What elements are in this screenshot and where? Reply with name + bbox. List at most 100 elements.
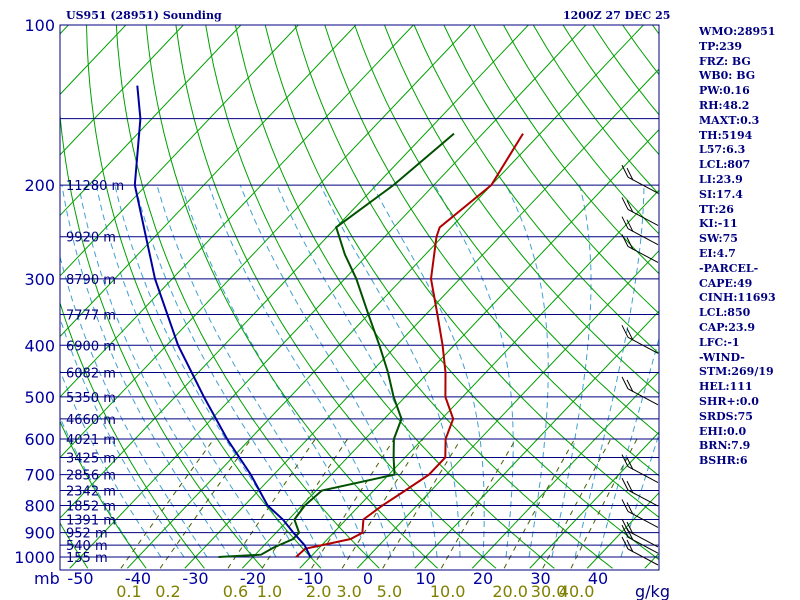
temperature-tick-label: 10 bbox=[415, 569, 435, 588]
mixing-ratio-tick-label: 10.0 bbox=[430, 582, 466, 600]
height-label: 9920 m bbox=[66, 231, 116, 246]
wind-barb-flag bbox=[626, 219, 634, 232]
wind-barb-flag bbox=[621, 216, 629, 229]
isotherm-line bbox=[529, 431, 659, 569]
mixing-ratio-tick-label: 30.0 bbox=[531, 582, 567, 600]
isotherm-line bbox=[184, 68, 659, 569]
index-item: CAP:23.9 bbox=[699, 320, 756, 334]
isotherm-line bbox=[69, 25, 587, 569]
height-label: 5350 m bbox=[66, 391, 116, 406]
dry-adiabat bbox=[780, 1, 800, 569]
temperature-tick-label: -50 bbox=[67, 569, 93, 588]
wind-barb-flag bbox=[621, 518, 629, 532]
wind-barb-flag bbox=[626, 502, 634, 515]
parcel-profile bbox=[133, 85, 312, 558]
wind-barb-flag bbox=[621, 234, 629, 247]
index-item: SI:17.4 bbox=[699, 187, 743, 201]
pressure-tick-label: 900 bbox=[24, 524, 55, 543]
wind-barb-flag bbox=[626, 237, 634, 250]
index-item: -PARCEL- bbox=[699, 261, 759, 275]
isotherm-line bbox=[60, 25, 472, 459]
temperature-tick-label: -40 bbox=[125, 569, 151, 588]
index-item: KI:-11 bbox=[699, 217, 738, 231]
wind-barb-flag bbox=[626, 379, 634, 393]
mixing-ratio-line bbox=[570, 438, 638, 569]
moist-adiabat bbox=[505, 184, 549, 558]
temperature-tick-label: 40 bbox=[588, 569, 608, 588]
wind-barbs bbox=[621, 164, 659, 566]
index-item: HEL:111 bbox=[699, 380, 753, 394]
mixing-ratio-line bbox=[311, 438, 395, 569]
index-item: WB0: BG bbox=[699, 69, 756, 83]
index-item: BRN:7.9 bbox=[699, 439, 751, 453]
isotherm-line bbox=[60, 25, 357, 338]
sounding-indices: WMO:28951 TP:239 FRZ: BG WB0: BG PW:0.16 RH:4… bbox=[699, 25, 776, 469]
index-item: PW:0.16 bbox=[699, 84, 750, 98]
index-item: CAPE:49 bbox=[699, 276, 753, 290]
wind-barb-flag bbox=[626, 521, 634, 535]
index-item: CINH:11693 bbox=[699, 291, 776, 305]
dry-adiabat bbox=[175, 25, 497, 569]
index-item: SHR+:0.0 bbox=[699, 394, 759, 408]
wind-barb-flag bbox=[621, 499, 629, 512]
height-label: 2856 m bbox=[66, 469, 116, 484]
wind-barb-flag bbox=[621, 454, 629, 467]
wind-barb-flag bbox=[626, 480, 634, 494]
dry-adiabat bbox=[60, 522, 89, 569]
moist-adiabat bbox=[114, 184, 300, 558]
index-item: SW:75 bbox=[699, 232, 738, 246]
wind-barb-flag bbox=[621, 376, 629, 390]
isotherm-line bbox=[414, 310, 659, 569]
wind-barb-flag bbox=[626, 328, 634, 341]
sounding-profiles bbox=[133, 85, 524, 558]
temperature-tick-label: -10 bbox=[297, 569, 323, 588]
mixing-ratio-line bbox=[261, 438, 349, 569]
wind-barb-flag bbox=[621, 197, 629, 210]
mixing-ratio-line bbox=[227, 438, 316, 569]
wind-barb bbox=[621, 536, 659, 566]
height-label: 6900 m bbox=[66, 339, 116, 354]
mixing-ratio-tick-label: 0.6 bbox=[223, 582, 248, 600]
moist-adiabat bbox=[208, 184, 392, 558]
pressure-tick-label: 400 bbox=[24, 336, 55, 355]
mixing-ratio-lines bbox=[120, 438, 638, 569]
wind-barb bbox=[621, 164, 659, 194]
pressure-tick-label: 300 bbox=[24, 270, 55, 289]
dry-adiabat bbox=[145, 25, 438, 569]
index-item: EI:4.7 bbox=[699, 246, 736, 260]
pressure-tick-label: 700 bbox=[24, 466, 55, 485]
index-item: FRZ: BG bbox=[699, 54, 751, 68]
mixing-ratio-line bbox=[159, 438, 252, 569]
isotherm-line bbox=[60, 25, 185, 156]
dry-adiabat bbox=[60, 301, 205, 569]
index-item: LFC:-1 bbox=[699, 335, 740, 349]
isotherm-line bbox=[126, 25, 645, 569]
moist-adiabat bbox=[597, 336, 659, 558]
wind-barb-flag bbox=[621, 536, 629, 550]
moist-adiabat bbox=[372, 184, 485, 558]
index-item: LCL:807 bbox=[699, 158, 751, 172]
pressure-tick-label: 100 bbox=[24, 16, 55, 35]
isotherm-line bbox=[471, 371, 659, 569]
wind-barb-flag bbox=[621, 524, 629, 538]
height-label: 155 m bbox=[66, 551, 108, 566]
height-label: 3425 m bbox=[66, 451, 116, 466]
mixing-ratio-tick-label: 20.0 bbox=[492, 582, 528, 600]
wind-barb bbox=[621, 325, 659, 354]
plot-frame bbox=[59, 24, 660, 571]
isotherm-line bbox=[356, 249, 659, 569]
mixing-ratio-line bbox=[440, 438, 517, 569]
wind-barb bbox=[621, 499, 659, 528]
index-item: MAXT:0.3 bbox=[699, 113, 760, 127]
moist-adiabat bbox=[134, 184, 323, 558]
dry-adiabats bbox=[60, 1, 800, 569]
index-item: RH:48.2 bbox=[699, 98, 750, 112]
isotherm-line bbox=[60, 25, 415, 398]
isotherm-line bbox=[241, 128, 659, 569]
isotherms bbox=[60, 25, 659, 569]
index-item: EHI:0.0 bbox=[699, 424, 747, 438]
wind-barb-flag bbox=[626, 457, 634, 470]
temperature-tick-label: -30 bbox=[182, 569, 208, 588]
wind-barb bbox=[621, 234, 659, 263]
mixing-ratio-tick-label: 3.0 bbox=[336, 582, 361, 600]
